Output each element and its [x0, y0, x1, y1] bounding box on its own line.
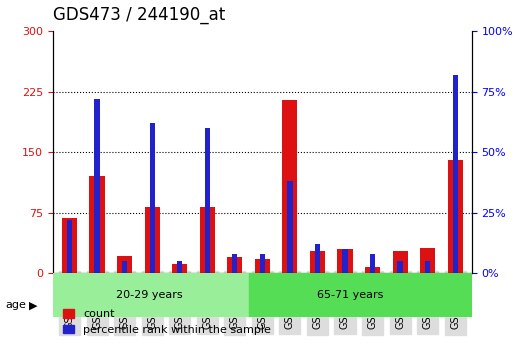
Bar — [67, 220, 72, 273]
Bar — [393, 251, 408, 273]
Text: 65-71 years: 65-71 years — [317, 290, 384, 300]
Bar — [453, 75, 458, 273]
Bar — [177, 261, 182, 273]
Bar — [53, 273, 249, 317]
Bar — [117, 256, 132, 273]
Bar — [260, 254, 265, 273]
Text: age: age — [5, 300, 26, 310]
Bar — [172, 264, 187, 273]
Bar — [62, 218, 77, 273]
Bar — [200, 207, 215, 273]
Bar — [282, 100, 297, 273]
Legend: count, percentile rank within the sample: count, percentile rank within the sample — [58, 305, 275, 339]
Bar — [425, 261, 430, 273]
Text: 20-29 years: 20-29 years — [116, 290, 183, 300]
Bar — [448, 160, 463, 273]
Bar — [232, 254, 237, 273]
Bar — [315, 244, 320, 273]
Bar — [122, 261, 127, 273]
Bar — [398, 261, 403, 273]
Bar — [205, 128, 210, 273]
Bar — [420, 247, 435, 273]
Bar — [338, 249, 352, 273]
Bar — [227, 257, 242, 273]
Bar — [287, 181, 293, 273]
Bar — [370, 254, 375, 273]
Bar — [145, 207, 160, 273]
Bar — [149, 123, 155, 273]
Bar — [342, 249, 348, 273]
Text: ▶: ▶ — [29, 300, 38, 310]
Bar — [94, 99, 100, 273]
Bar — [310, 251, 325, 273]
Bar — [255, 259, 270, 273]
Bar — [90, 176, 104, 273]
Bar — [249, 273, 472, 317]
Text: GDS473 / 244190_at: GDS473 / 244190_at — [53, 6, 225, 24]
Bar — [365, 267, 380, 273]
